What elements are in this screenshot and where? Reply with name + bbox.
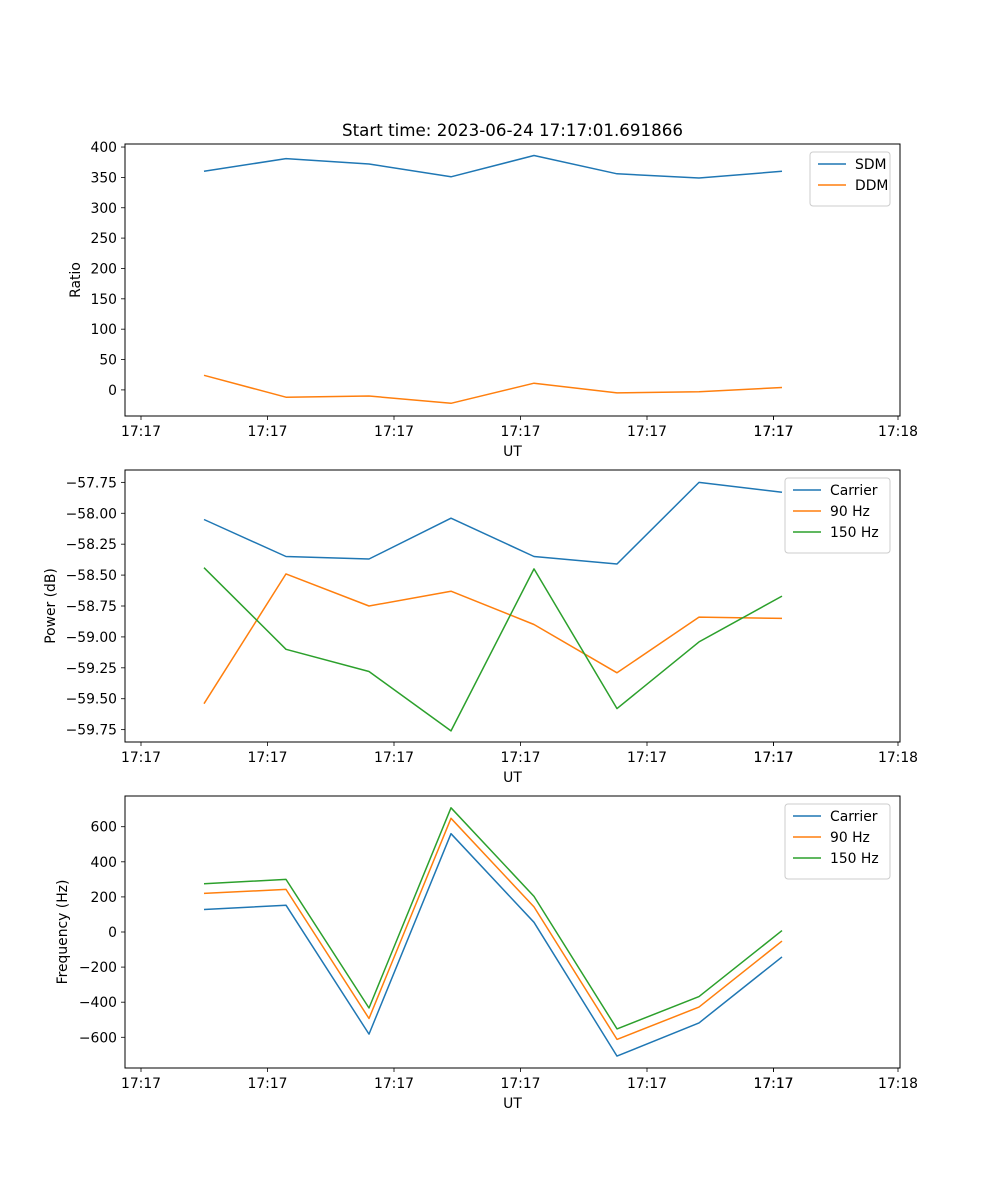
x-tick-label: 17:17: [121, 424, 161, 440]
legend-label: 90 Hz: [830, 504, 870, 520]
x-tick-label: 17:17: [500, 1076, 540, 1092]
x-tick-label: 17:17: [247, 424, 287, 440]
power-legend: Carrier 90 Hz 150 Hz: [784, 477, 891, 554]
legend-box: [784, 803, 891, 880]
y-tick-label: −59.00: [66, 630, 117, 646]
ratio-legend: SDM DDM: [809, 151, 891, 207]
x-tick-label: 17:17: [121, 750, 161, 766]
legend-box: [809, 151, 891, 207]
ratio-y-axis-label: Ratio: [68, 262, 84, 298]
series-line-150-hz: [203, 807, 783, 1030]
frequency-y-axis: −600 −400 −200 0 200 400 600: [79, 820, 125, 1046]
y-tick-label: −58.00: [66, 506, 117, 522]
x-tick-label: 17:17: [627, 750, 667, 766]
power-y-axis-label: Power (dB): [43, 568, 59, 644]
x-tick-label: 17:17: [753, 1076, 793, 1092]
y-tick-label: 400: [90, 855, 117, 871]
series-line-90-hz: [203, 573, 783, 705]
legend-box: [784, 477, 891, 554]
legend-label: SDM: [855, 157, 887, 173]
x-tick-label: 17:18: [878, 750, 918, 766]
legend-label: 150 Hz: [830, 851, 879, 867]
x-tick-label: 17:17: [500, 424, 540, 440]
y-tick-label: 300: [90, 201, 117, 217]
ratio-plot-frame: [124, 143, 901, 417]
series-line-carrier: [203, 832, 783, 1057]
legend-label: 90 Hz: [830, 830, 870, 846]
y-tick-label: 0: [108, 383, 117, 399]
x-tick-label: 17:17: [753, 750, 793, 766]
y-tick-label: 600: [90, 820, 117, 836]
legend-label: 150 Hz: [830, 525, 879, 541]
frequency-y-axis-label: Frequency (Hz): [55, 880, 71, 985]
x-tick-label: 17:17: [753, 424, 793, 440]
series-line-carrier: [203, 481, 783, 565]
x-tick-label: 17:17: [247, 1076, 287, 1092]
series-line-sdm: [203, 154, 783, 179]
frequency-series-layer: [203, 807, 783, 1057]
frequency-x-axis-label: UT: [503, 1096, 522, 1112]
x-tick-label: 17:17: [753, 424, 793, 440]
y-tick-label: 200: [90, 261, 117, 277]
y-tick-label: −600: [79, 1030, 117, 1046]
y-tick-label: −58.50: [66, 568, 117, 584]
series-line-90-hz: [203, 817, 783, 1041]
x-tick-label: 17:17: [374, 424, 414, 440]
x-tick-label: 17:17: [627, 424, 667, 440]
x-tick-label: 17:17: [627, 1076, 667, 1092]
x-tick-label: 17:17: [500, 750, 540, 766]
y-tick-label: 150: [90, 292, 117, 308]
y-tick-label: −58.25: [66, 537, 117, 553]
series-line-150-hz: [203, 567, 783, 732]
y-tick-label: −400: [79, 995, 117, 1011]
y-tick-label: −59.50: [66, 692, 117, 708]
chart-title: Start time: 2023-06-24 17:17:01.691866: [342, 120, 683, 140]
ratio-y-axis: 0 50 100 150 200 250 300 350 400: [90, 140, 125, 399]
ratio-series-layer: [203, 154, 783, 405]
power-y-axis: −59.75 −59.50 −59.25 −59.00 −58.75 −58.50 −58.…: [66, 475, 125, 739]
x-tick-label: 17:18: [878, 1076, 918, 1092]
y-tick-label: 250: [90, 231, 117, 247]
x-tick-label: 17:17: [753, 750, 793, 766]
y-tick-label: 350: [90, 170, 117, 186]
y-tick-label: −59.25: [66, 661, 117, 677]
y-tick-label: 100: [90, 322, 117, 338]
x-tick-label: 17:17: [374, 750, 414, 766]
y-tick-label: −58.75: [66, 599, 117, 615]
y-tick-label: −200: [79, 960, 117, 976]
frequency-legend: Carrier 90 Hz 150 Hz: [784, 803, 891, 880]
legend-label: Carrier: [830, 809, 878, 825]
legend-label: DDM: [855, 178, 888, 194]
x-tick-label: 17:17: [247, 750, 287, 766]
x-tick-label: 17:18: [878, 424, 918, 440]
ratio-x-axis-label: UT: [503, 444, 522, 460]
y-tick-label: 0: [108, 925, 117, 941]
y-tick-label: 200: [90, 890, 117, 906]
legend-label: Carrier: [830, 483, 878, 499]
series-line-ddm: [203, 374, 783, 405]
y-tick-label: 50: [99, 353, 117, 369]
y-tick-label: −59.75: [66, 723, 117, 739]
power-x-axis-label: UT: [503, 770, 522, 786]
x-tick-label: 17:17: [374, 1076, 414, 1092]
y-tick-label: 400: [90, 140, 117, 156]
x-tick-label: 17:17: [121, 1076, 161, 1092]
y-tick-label: −57.75: [66, 475, 117, 491]
power-series-layer: [203, 481, 783, 732]
ratio-panel: Start time: 2023-06-24 17:17:01.691866 1…: [68, 120, 918, 460]
x-tick-label: 17:17: [753, 1076, 793, 1092]
